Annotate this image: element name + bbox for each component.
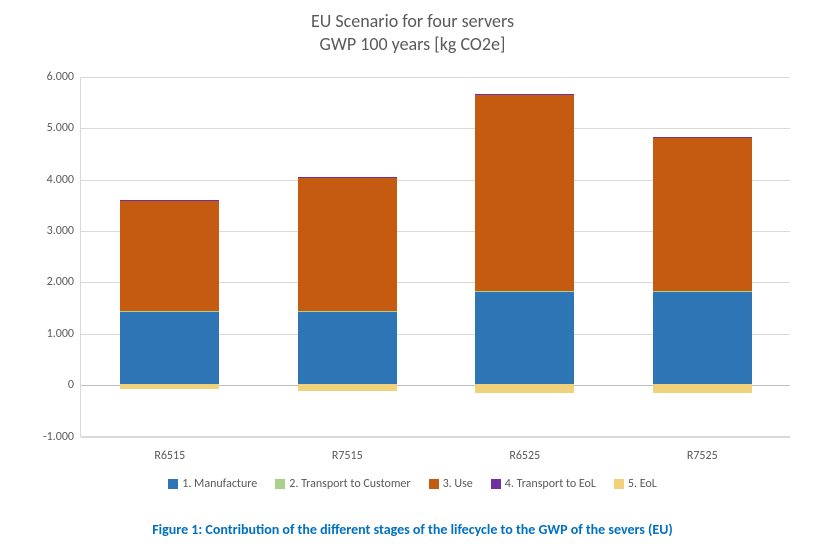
- legend-swatch-eol: [614, 479, 624, 489]
- legend-label: 3. Use: [443, 477, 473, 491]
- bar-seg-use: [298, 178, 397, 312]
- ytick-label: 1.000: [26, 327, 74, 341]
- legend-swatch-manufacture: [168, 479, 178, 489]
- ytick-label: 3.000: [26, 224, 74, 238]
- chart-title-line1: EU Scenario for four servers: [20, 10, 805, 33]
- legend-swatch-use: [429, 479, 439, 489]
- legend-label: 2. Transport to Customer: [289, 477, 410, 491]
- legend-item-use: 3. Use: [429, 477, 473, 491]
- legend-item-eol: 5. EoL: [614, 477, 657, 491]
- xtick-label: R7525: [652, 449, 752, 463]
- xtick-label: R7515: [297, 449, 397, 463]
- legend-item-transport_eol: 4. Transport to EoL: [491, 477, 596, 491]
- xtick-label: R6515: [120, 449, 220, 463]
- figure-caption: Figure 1: Contribution of the different …: [20, 521, 805, 538]
- legend: 1. Manufacture 2. Transport to Customer 3.…: [20, 477, 805, 491]
- ytick-label: 4.000: [26, 173, 74, 187]
- bar-seg-transport_customer: [653, 291, 752, 292]
- legend-swatch-transport_customer: [275, 479, 285, 489]
- bar-R7525: [653, 76, 752, 436]
- legend-swatch-transport_eol: [491, 479, 501, 489]
- bar-seg-eol: [298, 384, 397, 391]
- legend-item-transport_customer: 2. Transport to Customer: [275, 477, 410, 491]
- xtick-label: R6525: [475, 449, 575, 463]
- bar-seg-transport_customer: [120, 311, 219, 312]
- bar-seg-transport_eol: [298, 177, 397, 178]
- gridline: [81, 437, 790, 438]
- bar-seg-eol: [475, 384, 574, 393]
- bar-seg-manufacture: [120, 312, 219, 384]
- legend-item-manufacture: 1. Manufacture: [168, 477, 257, 491]
- bar-seg-eol: [120, 384, 219, 389]
- legend-label: 5. EoL: [628, 477, 657, 491]
- bar-seg-use: [475, 95, 574, 290]
- bar-seg-use: [653, 138, 752, 291]
- bar-R6515: [120, 76, 219, 436]
- bar-seg-transport_customer: [475, 291, 574, 292]
- ytick-label: 2.000: [26, 275, 74, 289]
- bar-seg-eol: [653, 384, 752, 393]
- chart-title-line2: GWP 100 years [kg CO2e]: [20, 33, 805, 56]
- bar-seg-manufacture: [475, 292, 574, 385]
- bar-seg-manufacture: [298, 312, 397, 384]
- bar-seg-transport_customer: [298, 311, 397, 312]
- ytick-label: 6.000: [26, 70, 74, 84]
- bar-seg-transport_eol: [120, 200, 219, 201]
- ytick-label: 0: [26, 378, 74, 392]
- bar-seg-transport_eol: [653, 137, 752, 138]
- bar-R7515: [298, 76, 397, 436]
- bar-seg-use: [120, 201, 219, 312]
- legend-label: 4. Transport to EoL: [505, 477, 596, 491]
- plot-area: -1.00001.0002.0003.0004.0005.0006.000R65…: [80, 77, 790, 437]
- chart-container: EU Scenario for four servers GWP 100 yea…: [20, 10, 805, 500]
- bar-R6525: [475, 76, 574, 436]
- ytick-label: -1.000: [26, 430, 74, 444]
- bar-seg-manufacture: [653, 292, 752, 385]
- ytick-label: 5.000: [26, 121, 74, 135]
- chart-title: EU Scenario for four servers GWP 100 yea…: [20, 10, 805, 57]
- bar-seg-transport_eol: [475, 94, 574, 95]
- legend-label: 1. Manufacture: [182, 477, 257, 491]
